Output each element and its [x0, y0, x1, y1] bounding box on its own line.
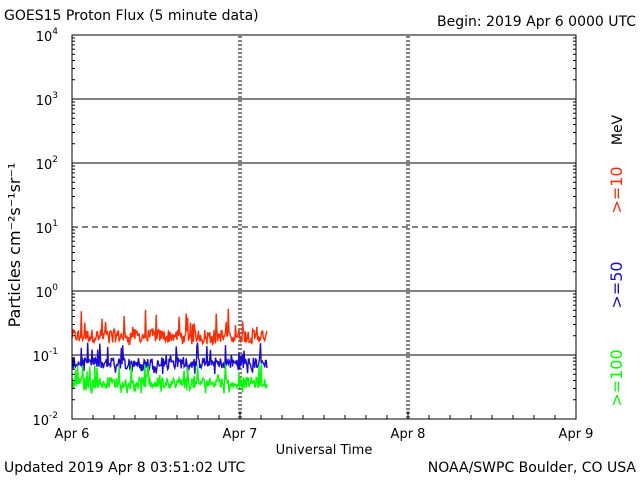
- legend: MeV >=10 >=50 >=100: [607, 114, 626, 406]
- legend-ge100: >=100: [607, 349, 626, 406]
- series-line-1: [71, 342, 268, 375]
- y-tick-label: 102: [36, 155, 58, 173]
- y-tick-label: 10-1: [32, 347, 58, 365]
- series-line-2: [71, 362, 268, 395]
- y-tick-label: 104: [36, 27, 59, 45]
- x-tick-label: Apr 6: [55, 427, 90, 442]
- x-axis-label: Universal Time: [276, 443, 373, 458]
- series-layer: [71, 308, 268, 395]
- x-axis: Apr 6 Apr 7 Apr 8 Apr 9: [55, 411, 594, 442]
- chart-title: GOES15 Proton Flux (5 minute data): [4, 8, 259, 24]
- x-tick-label: Apr 8: [391, 427, 426, 442]
- series-line-0: [71, 308, 268, 346]
- legend-unit: MeV: [610, 114, 626, 145]
- day-divider-ticks: [238, 36, 410, 418]
- y-tick-label: 100: [36, 283, 59, 301]
- y-tick-label: 101: [36, 219, 58, 237]
- legend-ge50: >=50: [607, 261, 626, 308]
- y-tick-label: 103: [36, 91, 58, 109]
- begin-date: Begin: 2019 Apr 6 0000 UTC: [437, 14, 636, 30]
- updated-timestamp: Updated 2019 Apr 8 03:51:02 UTC: [4, 460, 246, 476]
- legend-ge10: >=10: [607, 166, 626, 213]
- x-tick-label: Apr 7: [223, 427, 258, 442]
- y-axis-label: Particles cm⁻²s⁻¹sr⁻¹: [5, 163, 24, 328]
- source-credit: NOAA/SWPC Boulder, CO USA: [427, 460, 636, 476]
- grid-lines: [72, 98, 576, 356]
- x-tick-label: Apr 9: [559, 427, 594, 442]
